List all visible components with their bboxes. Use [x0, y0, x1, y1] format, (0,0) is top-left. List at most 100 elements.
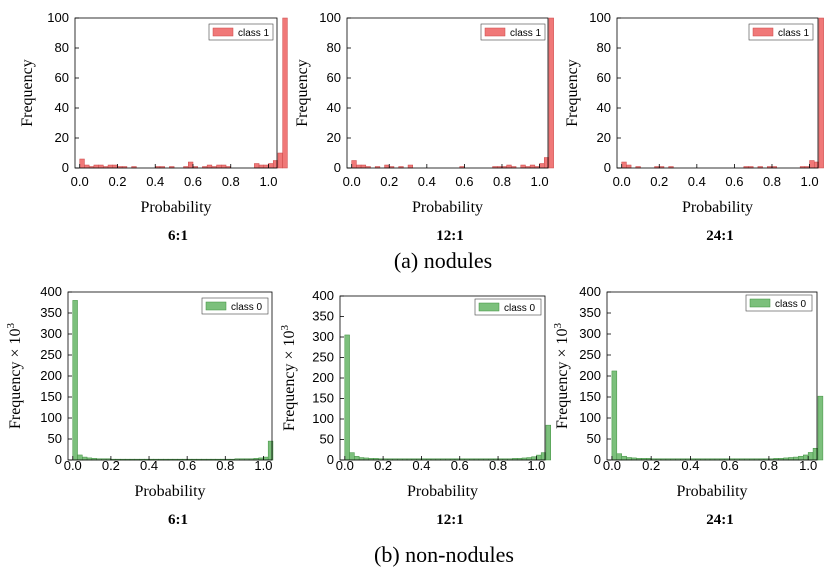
- legend-swatch: [749, 298, 771, 308]
- y-tick-label: 0: [594, 452, 601, 467]
- legend-label: class 0: [231, 302, 263, 313]
- panel-non12: 0.0 0.2 0.4 0.6 0.8 1.0 0 50 100 150 200 250 300 350 4…: [279, 288, 551, 528]
- y-tick-label: 250: [40, 347, 62, 362]
- y-tick-label: 20: [55, 130, 69, 145]
- y-tick-label: 350: [312, 309, 334, 324]
- x-tick-label: 1.0: [259, 174, 277, 189]
- histogram-bar: [221, 164, 227, 169]
- histogram-bar: [545, 424, 551, 461]
- plot-frame: [339, 295, 546, 461]
- x-tick-label: 1.0: [254, 458, 272, 473]
- plot-frame: [346, 17, 549, 169]
- histogram-bar: [360, 164, 367, 169]
- legend-label: class 1: [510, 28, 542, 39]
- legend-swatch: [752, 27, 774, 37]
- section-caption-nodules: (a) nodules: [394, 248, 492, 273]
- panel-nod24: 0.0 0.2 0.4 0.6 0.8 1.0 0 20 40 60 80 100 Probabilit…: [564, 10, 824, 244]
- y-axis-label-text: Frequency: [19, 59, 36, 127]
- y-axis-label: Frequency: [294, 59, 311, 127]
- histogram-bar: [188, 161, 194, 169]
- y-tick-label: 60: [597, 70, 611, 85]
- legend: class 0: [745, 294, 813, 312]
- y-tick-label: 400: [312, 288, 334, 303]
- y-tick-label: 0: [62, 160, 69, 175]
- y-axis-label-text: Frequency: [294, 59, 311, 127]
- y-tick-label: 80: [327, 40, 341, 55]
- histogram-bar: [611, 370, 618, 461]
- histogram-bar: [112, 164, 118, 169]
- histogram-bar: [277, 152, 283, 169]
- y-axis-label-exponent: 3: [552, 322, 564, 328]
- x-tick-label: 0.0: [603, 458, 621, 473]
- x-tick-label: 0.6: [725, 174, 743, 189]
- legend-label: class 0: [775, 299, 807, 310]
- x-axis-label: Probability: [140, 199, 211, 216]
- histogram-bar: [93, 164, 99, 169]
- legend: class 1: [748, 23, 814, 41]
- ratio-label: 24:1: [706, 228, 734, 244]
- panel-nod12: 0.0 0.2 0.4 0.6 0.8 1.0 0 20 40 60 80 100 Probabilit…: [294, 10, 554, 244]
- histogram-bar: [529, 164, 536, 169]
- y-tick-label: 100: [589, 10, 611, 25]
- x-tick-label: 1.0: [531, 174, 549, 189]
- histogram-bar: [621, 455, 627, 461]
- x-tick-label: 0.4: [418, 174, 436, 189]
- y-tick-label: 150: [312, 391, 334, 406]
- x-tick-label: 0.6: [184, 174, 202, 189]
- legend-label: class 1: [778, 28, 810, 39]
- y-tick-label: 20: [327, 130, 341, 145]
- histogram-bar: [258, 164, 265, 169]
- x-tick-label: 0.8: [222, 174, 240, 189]
- x-tick-label: 1.0: [799, 458, 817, 473]
- x-tick-label: 0.2: [102, 458, 120, 473]
- y-axis-label: Frequency × 103: [5, 322, 24, 429]
- histogram-bar: [354, 456, 360, 461]
- y-tick-label: 40: [55, 100, 69, 115]
- y-tick-label: 250: [312, 350, 334, 365]
- x-tick-label: 0.4: [688, 174, 706, 189]
- y-axis-label-text: Frequency: [564, 59, 581, 127]
- y-axis-label: Frequency: [564, 59, 581, 127]
- y-tick-label: 250: [579, 347, 601, 362]
- y-tick-label: 100: [319, 10, 341, 25]
- x-tick-label: 0.6: [451, 458, 469, 473]
- y-tick-label: 0: [604, 160, 611, 175]
- y-tick-label: 100: [312, 411, 334, 426]
- legend: class 0: [201, 297, 269, 315]
- histogram-bar: [282, 17, 288, 169]
- histogram-bar: [344, 334, 350, 461]
- x-tick-label: 0.0: [613, 174, 631, 189]
- y-tick-label: 200: [579, 368, 601, 383]
- ratio-label: 24:1: [706, 512, 734, 528]
- y-tick-label: 200: [312, 370, 334, 385]
- y-tick-label: 50: [587, 431, 601, 446]
- x-tick-label: 0.8: [493, 174, 511, 189]
- x-tick-label: 0.4: [412, 458, 430, 473]
- y-axis-label-exponent: 3: [5, 322, 17, 328]
- panel-nod6: 0.0 0.2 0.4 0.6 0.8 1.0 0 20 40 60 80 100 Probabilit…: [19, 10, 288, 244]
- y-tick-label: 0: [334, 160, 341, 175]
- legend-label: class 0: [504, 303, 536, 314]
- legend-swatch: [212, 27, 234, 37]
- legend: class 1: [208, 23, 274, 41]
- histogram-bar: [351, 160, 357, 169]
- x-tick-label: 0.4: [140, 458, 158, 473]
- histogram-bar: [548, 17, 554, 169]
- x-tick-label: 0.4: [681, 458, 699, 473]
- x-axis-label: Probability: [682, 199, 753, 216]
- y-tick-label: 0: [327, 452, 334, 467]
- histogram-bar: [621, 161, 627, 169]
- x-tick-label: 0.2: [650, 174, 668, 189]
- y-tick-label: 100: [47, 10, 69, 25]
- histogram-bar: [384, 164, 390, 169]
- y-axis-label-text: Frequency × 10: [554, 328, 571, 429]
- y-tick-label: 50: [48, 431, 62, 446]
- histogram-bar: [793, 456, 799, 461]
- x-tick-label: 1.0: [801, 174, 819, 189]
- y-tick-label: 100: [40, 410, 62, 425]
- histogram-bar: [98, 164, 104, 169]
- y-tick-label: 40: [597, 100, 611, 115]
- histogram-bar: [539, 163, 545, 169]
- histogram-bar: [107, 164, 114, 169]
- x-tick-label: 0.6: [721, 458, 739, 473]
